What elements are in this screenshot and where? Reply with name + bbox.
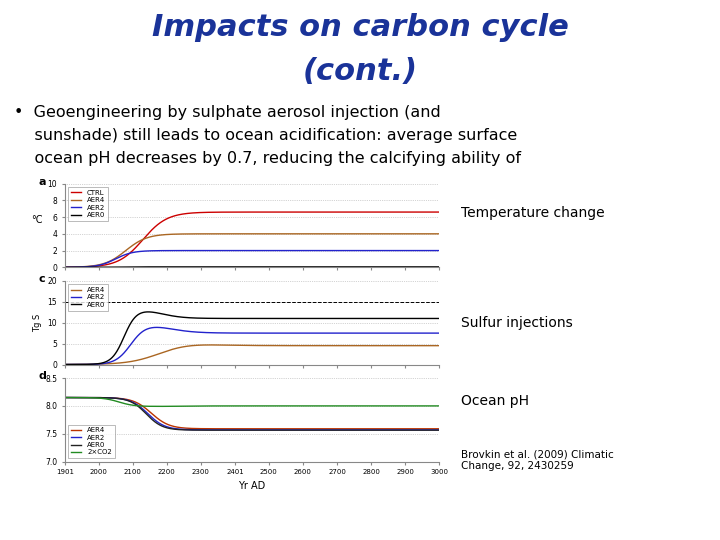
Text: d: d — [39, 372, 47, 381]
Legend: AER4, AER2, AER0: AER4, AER2, AER0 — [68, 284, 108, 310]
Y-axis label: Tg S: Tg S — [33, 314, 42, 332]
X-axis label: Yr AD: Yr AD — [238, 481, 266, 491]
Text: Temperature change: Temperature change — [461, 206, 604, 220]
Text: c: c — [39, 274, 45, 284]
Text: (cont.): (cont.) — [302, 57, 418, 86]
Y-axis label: °C: °C — [31, 215, 42, 226]
Text: a: a — [39, 177, 46, 187]
Text: Ocean pH: Ocean pH — [461, 394, 528, 408]
Text: Impacts on carbon cycle: Impacts on carbon cycle — [152, 14, 568, 43]
Legend: AER4, AER2, AER0, 2×CO2: AER4, AER2, AER0, 2×CO2 — [68, 424, 114, 458]
Text: •  Geoengineering by sulphate aerosol injection (and: • Geoengineering by sulphate aerosol inj… — [14, 105, 441, 120]
Text: ocean pH decreases by 0.7, reducing the calcifying ability of: ocean pH decreases by 0.7, reducing the … — [14, 151, 521, 166]
Text: sunshade) still leads to ocean acidification: average surface: sunshade) still leads to ocean acidifica… — [14, 128, 518, 143]
Legend: CTRL, AER4, AER2, AER0: CTRL, AER4, AER2, AER0 — [68, 187, 108, 221]
Text: Sulfur injections: Sulfur injections — [461, 316, 572, 329]
Text: Brovkin et al. (2009) Climatic
Change, 92, 2430259: Brovkin et al. (2009) Climatic Change, 9… — [461, 449, 613, 471]
